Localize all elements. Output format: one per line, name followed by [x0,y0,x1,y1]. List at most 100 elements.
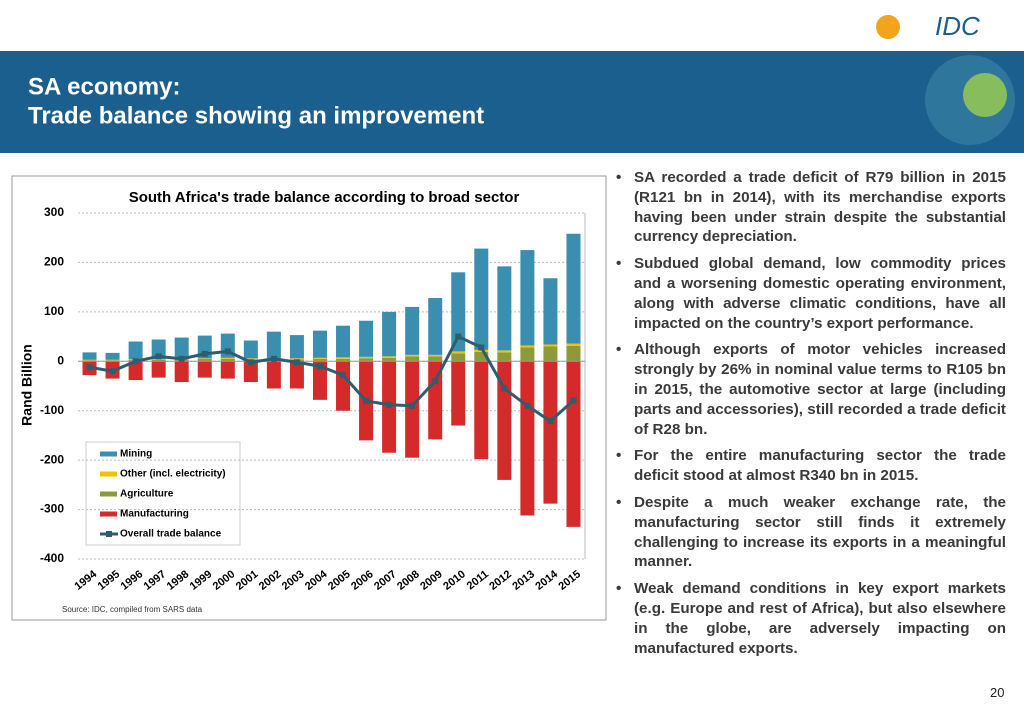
bar [243,361,258,383]
bar [128,361,143,381]
bar [151,339,166,360]
bar [405,356,420,362]
bar [428,354,443,357]
logo-mark [876,15,900,39]
bar [289,361,304,389]
bar [497,350,512,353]
line [89,334,575,423]
bar [359,358,374,362]
bar [312,361,327,400]
y-tick-label: 0 [57,353,64,367]
bar [520,250,535,346]
bar [312,330,327,358]
bullet: Weak demand conditions in key export mar… [614,579,1006,658]
bar [520,347,535,362]
legend-swatch [100,451,117,457]
line-marker [340,372,347,379]
bar [566,361,581,527]
legend-swatch [100,491,117,497]
bar [151,359,166,362]
bar [405,354,420,357]
bar [543,346,558,362]
bar [474,361,489,460]
bar [520,345,535,348]
title: Trade balance showing an improvement [28,102,484,129]
line-marker [524,402,531,409]
bar [266,361,281,389]
bar [566,345,581,362]
bar [451,272,466,352]
logo: IDC [935,11,980,41]
bar [243,340,258,359]
bar [428,298,443,355]
bar [336,358,351,362]
line-marker [570,397,577,404]
bullet-list: SA recorded a trade deficit of R79 billi… [614,168,1006,665]
bar [336,325,351,358]
bullet: Subdued global demand, low commodity pri… [614,254,1006,333]
line-marker [455,333,462,340]
bar [405,361,420,458]
bar [336,361,351,411]
legend-swatch [106,531,112,537]
y-tick-label: 300 [44,205,64,219]
legend-swatch [100,511,117,517]
bar [497,352,512,362]
legend-label: Mining [120,449,152,460]
bar [543,361,558,504]
banner [0,51,1024,153]
line-marker [86,364,93,371]
bar [220,358,235,362]
line-marker [132,358,139,365]
bar [359,356,374,359]
bar [197,361,212,378]
bullet: For the entire manufacturing sector the … [614,446,1006,486]
bar [566,343,581,346]
line-marker [409,402,416,409]
legend-label: Overall trade balance [120,529,222,540]
line-marker [363,397,370,404]
bar [174,337,189,359]
page-number: 20 [990,685,1005,700]
chart-title: South Africa's trade balance according t… [129,189,520,206]
bar [82,352,97,360]
banner-decor [963,73,1007,117]
line-marker [386,401,393,408]
bar [105,352,120,360]
y-tick-label: 100 [44,304,64,318]
bar [243,358,258,360]
y-tick-label: -300 [40,502,64,516]
bar [151,361,166,378]
line-marker [316,363,323,370]
y-tick-label: 200 [44,255,64,269]
line-marker [155,353,162,360]
bullet: Although exports of motor vehicles incre… [614,340,1006,439]
bar [566,233,581,344]
bar [543,344,558,347]
bar [451,353,466,362]
bar [474,349,489,352]
y-tick-label: -200 [40,452,64,466]
bar [266,331,281,359]
source: Source: IDC, compiled from SARS data [62,605,203,614]
bullet: Despite a much weaker exchange rate, the… [614,493,1006,572]
bar [312,358,327,362]
bar [174,361,189,383]
line-marker [270,355,277,362]
line-marker [224,348,231,355]
y-axis-label: Rand Billion [19,344,35,426]
line-marker [547,418,554,425]
line-marker [109,368,116,375]
bar [312,357,327,359]
bar [428,361,443,440]
line-marker [178,355,185,362]
legend-label: Manufacturing [120,509,189,520]
line-marker [501,385,508,392]
y-tick-label: -100 [40,403,64,417]
bar [336,357,351,359]
bar [128,341,143,360]
legend-label: Agriculture [120,489,174,500]
bar [428,356,443,362]
